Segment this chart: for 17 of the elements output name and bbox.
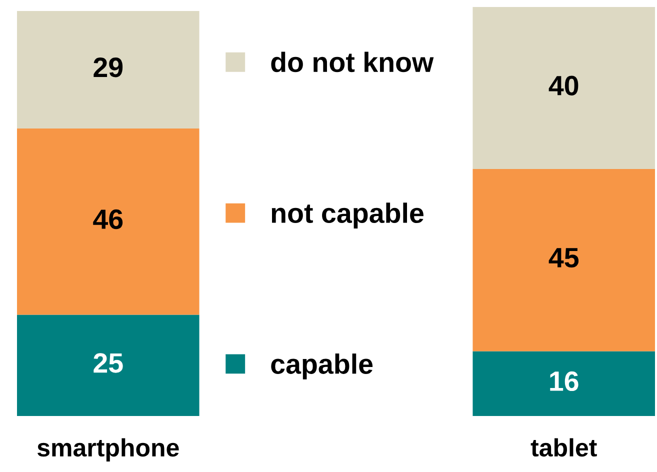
legend-label: do not know: [271, 52, 434, 72]
bar: [472, 7, 655, 169]
data-label: 29: [94, 58, 123, 78]
data-label: 16: [550, 371, 578, 392]
bar: [17, 314, 200, 416]
bar: [17, 11, 200, 128]
data-label: 45: [548, 248, 579, 268]
x-tick-label: tablet: [530, 438, 597, 457]
bar: [472, 168, 655, 352]
legend-label: capable: [271, 354, 373, 380]
bar: [472, 351, 655, 416]
x-tick-label: smartphone: [37, 438, 179, 462]
bar: [17, 128, 200, 315]
legend-label: not capable: [272, 202, 424, 229]
data-label: 25: [94, 353, 123, 373]
data-label: 40: [548, 76, 578, 96]
data-label: 46: [93, 209, 123, 230]
